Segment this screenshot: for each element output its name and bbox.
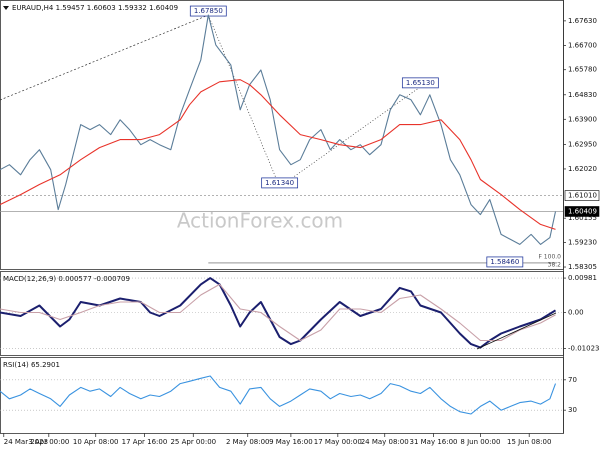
x-tick-label: 17 May 00:00 [314,438,362,446]
x-tick-label: 31 May 16:00 [410,438,458,446]
series-line [0,79,556,230]
y-tick-label: 1.60155 [568,214,597,222]
y-tick-label: -0.010235 [568,344,600,352]
fib-label: F 100.0 [538,253,561,260]
series-line [0,375,557,415]
series-line [0,283,556,342]
x-tick-label: 8 Jun 00:00 [460,438,500,446]
annotation-box [486,256,524,268]
annotation-label: 1.65130 [406,79,435,87]
y-tick-label: 1.64830 [568,91,597,99]
y-tick-label: 1.63900 [568,115,597,123]
panel-title: EURAUD,H4 1.59457 1.60603 1.59332 1.6040… [12,4,178,12]
price-label-box [564,190,600,201]
y-tick-label: 0.00 [568,308,584,316]
macd-trend [476,312,557,350]
annotation-box [261,177,299,189]
x-tick-label: 25 Apr 00:00 [170,438,216,446]
y-tick-label: 70 [568,376,577,384]
y-tick-label: 1.62950 [568,140,597,148]
x-tick-label: 2 May 08:00 [226,438,270,446]
watermark: ActionForex.com [177,209,343,233]
fib-label: 38.2 [548,261,562,268]
x-tick-label: 10 Apr 08:00 [73,438,119,446]
x-tick-label: 17 Apr 16:00 [122,438,168,446]
x-tick-label: 9 May 16:00 [269,438,313,446]
y-tick-label: 1.59230 [568,239,597,247]
y-tick-label: 1.67630 [568,17,597,25]
price-label: 1.60409 [568,207,597,215]
y-tick-label: 1.58305 [568,263,597,271]
series-line [0,14,557,245]
annotation-box [401,77,439,89]
price-label-box [564,206,600,217]
y-tick-label: 0.00981 [568,274,597,282]
annotation-label: 1.58460 [490,258,519,266]
x-tick-label: 24 Mar 2023 [4,438,48,446]
y-tick-label: 1.65780 [568,66,597,74]
y-tick-label: 1.62020 [568,165,597,173]
price-label: 1.61010 [568,192,597,200]
annotation-label: 1.67850 [194,7,223,15]
x-tick-label: 24 May 08:00 [361,438,409,446]
panel-title: MACD(12,26,9) 0.000577 -0.000709 [3,275,130,283]
x-tick-label: 3 Apr 00:00 [28,438,69,446]
panel-title: RSI(14) 65.2901 [3,361,60,369]
symbol-icon [3,6,9,10]
y-tick-label: 30 [568,406,577,414]
trend-line [0,14,209,101]
x-tick-label: 15 Jun 08:00 [507,438,551,446]
annotation-label: 1.61340 [265,179,294,187]
y-tick-label: 1.66700 [568,41,597,49]
